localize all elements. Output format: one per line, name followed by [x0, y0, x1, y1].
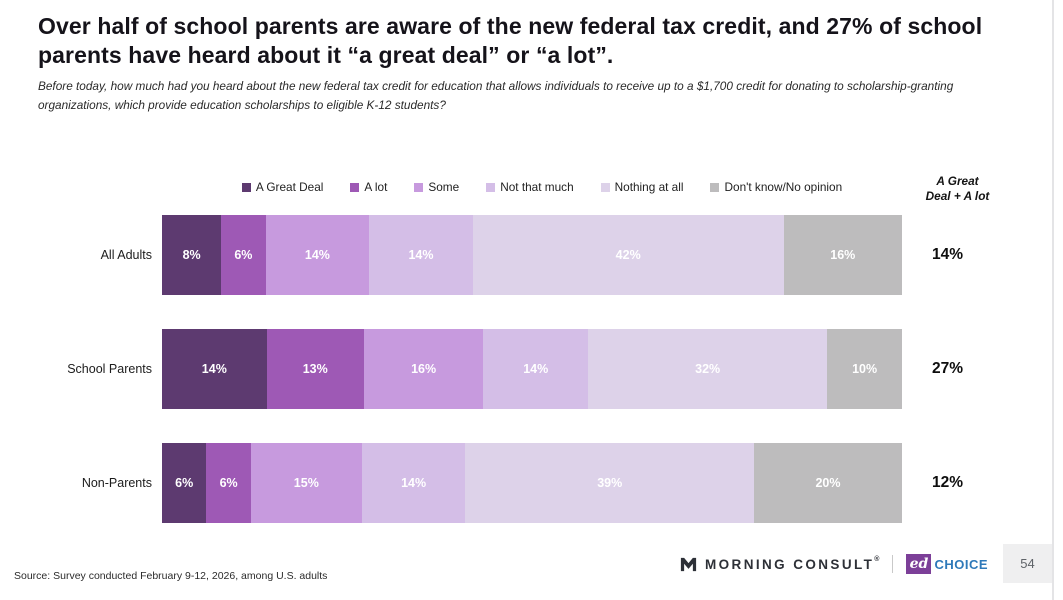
bar-segment: 16%: [363, 329, 484, 409]
bar-segment: 15%: [250, 443, 362, 523]
legend-label: Not that much: [500, 180, 574, 194]
summary-value: 14%: [931, 246, 964, 263]
footer-logos: MORNING CONSULT® ed CHOICE: [679, 549, 988, 579]
legend-item: Don't know/No opinion: [710, 180, 842, 194]
morning-consult-m-icon: [680, 557, 697, 571]
bar-segment: 14%: [361, 443, 466, 523]
morning-consult-logo: MORNING CONSULT®: [679, 555, 879, 574]
stacked-bar: 14% 13% 16% 14% 32% 10%: [162, 329, 902, 409]
source-note: Source: Survey conducted February 9-12, …: [14, 570, 328, 582]
stacked-bar: 6% 6% 15% 14% 39% 20%: [162, 443, 902, 523]
bar-segment: 14%: [265, 215, 370, 295]
legend-label: Some: [428, 180, 460, 194]
category-label: Non-Parents: [81, 476, 152, 490]
summary-column-header: A Great Deal + A lot: [925, 174, 990, 204]
survey-question-text: Before today, how much had you heard abo…: [38, 79, 954, 112]
page-number-badge: 54: [1003, 544, 1052, 583]
chart-legend: A Great Deal A lot Some Not that much Nothin…: [172, 180, 912, 194]
registered-mark: ®: [874, 556, 880, 563]
legend-item: Not that much: [486, 180, 574, 194]
edchoice-ed-mark: ed: [906, 554, 932, 574]
bar-segment: 6%: [206, 443, 251, 523]
bar-segment: 8%: [162, 215, 222, 295]
bar-segment: 6%: [221, 215, 266, 295]
legend-label: Nothing at all: [614, 180, 684, 194]
legend-swatch: [486, 182, 496, 192]
bar-segment: 6%: [162, 443, 207, 523]
chart-row: Non-Parents 6% 6% 15% 14% 39% 20% 12%: [0, 443, 1003, 523]
summary-value: 12%: [931, 474, 964, 491]
chart-row: School Parents 14% 13% 16% 14% 32% 10% 27%: [0, 329, 1003, 409]
page-number: 54: [1020, 556, 1035, 571]
bar-segment: 39%: [465, 443, 754, 523]
category-label: All Adults: [100, 248, 152, 262]
bar-segment: 42%: [472, 215, 784, 295]
bar-segment: 14%: [369, 215, 473, 295]
legend-item: Nothing at all: [600, 180, 684, 194]
legend-swatch: [600, 182, 610, 192]
legend-label: A Great Deal: [255, 180, 324, 194]
morning-consult-wordmark: MORNING CONSULT®: [705, 556, 880, 572]
category-label: School Parents: [67, 362, 152, 376]
legend-label: A lot: [364, 180, 388, 194]
bar-segment: 16%: [783, 215, 902, 295]
bar-segment: 10%: [827, 329, 902, 409]
summary-value: 27%: [931, 360, 964, 377]
bar-segment: 14%: [162, 329, 267, 409]
edchoice-logo: ed CHOICE: [906, 554, 988, 574]
bar-segment: 32%: [588, 329, 828, 409]
chart-row: All Adults 8% 6% 14% 14% 42% 16% 14%: [0, 215, 1003, 295]
legend-item: Some: [414, 180, 459, 194]
legend-item: A Great Deal: [241, 180, 324, 194]
bar-segment: 13%: [266, 329, 364, 409]
legend-swatch: [350, 182, 360, 192]
stacked-bar-chart: All Adults 8% 6% 14% 14% 42% 16% 14% School Pare…: [0, 215, 1003, 557]
legend-swatch: [710, 182, 720, 192]
legend-item: A lot: [350, 180, 387, 194]
legend-swatch: [414, 182, 424, 192]
legend-swatch: [241, 182, 251, 192]
logo-divider: [892, 555, 894, 573]
right-edge-divider: [1052, 0, 1054, 600]
edchoice-choice-wordmark: CHOICE: [934, 556, 988, 572]
bar-segment: 20%: [754, 443, 902, 523]
legend-label: Don't know/No opinion: [724, 180, 843, 194]
page-title: Over half of school parents are aware of…: [38, 13, 983, 68]
stacked-bar: 8% 6% 14% 14% 42% 16%: [162, 215, 902, 295]
bar-segment: 14%: [483, 329, 589, 409]
